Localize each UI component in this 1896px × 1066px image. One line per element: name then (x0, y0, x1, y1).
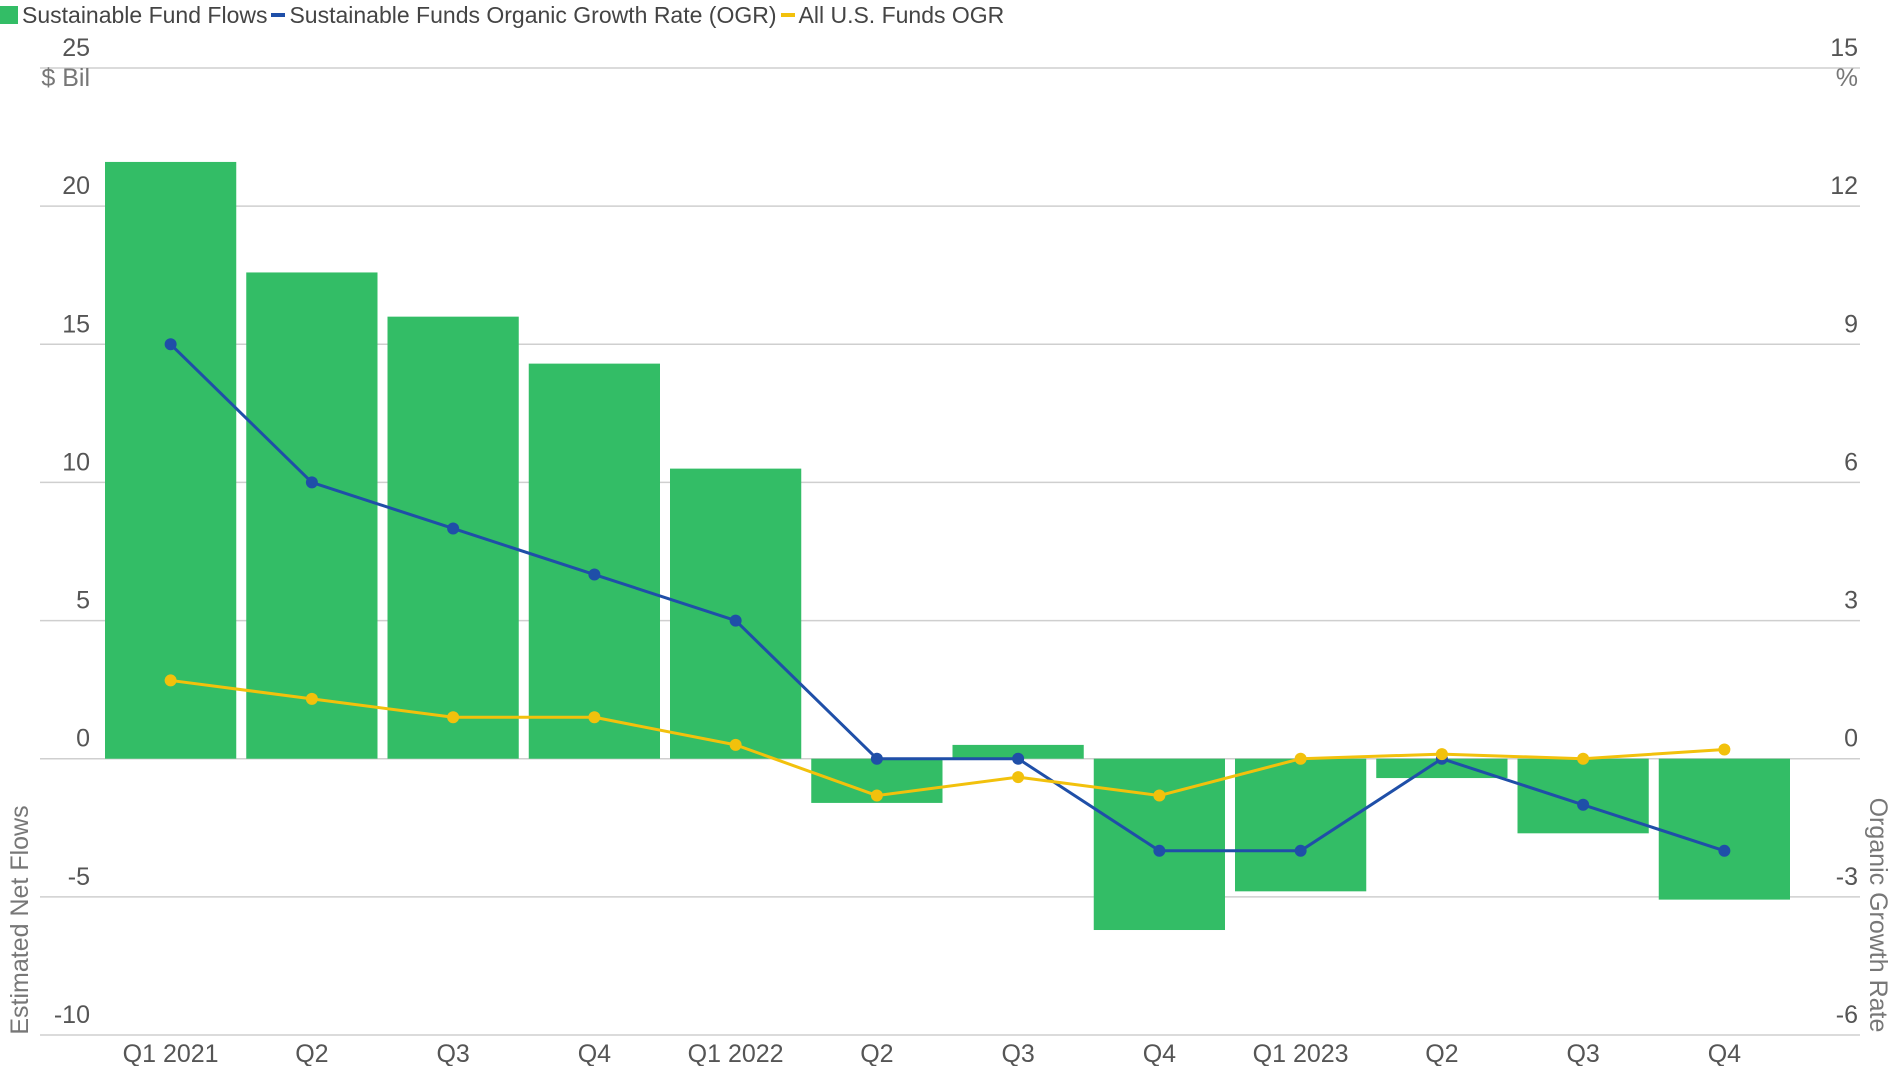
x-axis-tick-label: Q4 (1708, 1040, 1741, 1066)
right-axis-title: Organic Growth Rate (1864, 798, 1892, 1033)
right-axis-tick-label: -6 (1836, 1001, 1858, 1029)
point-sustainable-ogr[interactable] (1577, 798, 1590, 811)
point-all-funds-ogr[interactable] (588, 711, 601, 724)
bar-fund-flows[interactable] (952, 744, 1084, 759)
right-axis-tick-label: 6 (1844, 448, 1858, 476)
legend-item-fund-flows[interactable]: Sustainable Fund Flows (0, 2, 267, 29)
bar-fund-flows[interactable] (1517, 758, 1649, 834)
point-all-funds-ogr[interactable] (729, 738, 742, 751)
point-sustainable-ogr[interactable] (1718, 844, 1731, 857)
point-sustainable-ogr[interactable] (305, 476, 318, 489)
legend-swatch-fund-flows (0, 6, 18, 24)
point-sustainable-ogr[interactable] (588, 568, 601, 581)
legend: Sustainable Fund Flows Sustainable Funds… (0, 0, 1008, 30)
legend-label-fund-flows: Sustainable Fund Flows (22, 1, 268, 28)
left-axis-tick-label: 0 (76, 725, 90, 753)
left-axis-tick-label: -5 (68, 863, 90, 891)
x-axis-tick-label: Q4 (1143, 1040, 1176, 1066)
x-axis-tick-label: Q4 (578, 1040, 611, 1066)
x-axis-tick-label: Q3 (1566, 1040, 1599, 1066)
point-all-funds-ogr[interactable] (305, 692, 318, 705)
legend-label-all-funds-ogr: All U.S. Funds OGR (798, 1, 1005, 28)
bar-fund-flows[interactable] (387, 316, 519, 759)
bar-fund-flows[interactable] (1658, 758, 1790, 900)
left-axis-tick-label: -10 (54, 1001, 90, 1029)
point-all-funds-ogr[interactable] (1294, 752, 1307, 765)
x-axis-tick-label: Q1 2021 (123, 1040, 219, 1066)
legend-label-sustainable-ogr: Sustainable Funds Organic Growth Rate (O… (289, 1, 777, 28)
bar-fund-flows[interactable] (1376, 758, 1508, 779)
left-axis-title: Estimated Net Flows (6, 805, 34, 1034)
legend-item-sustainable-ogr[interactable]: Sustainable Funds Organic Growth Rate (O… (271, 1, 777, 29)
right-axis-tick-label: 15 (1830, 34, 1858, 62)
point-all-funds-ogr[interactable] (447, 711, 460, 724)
x-axis-tick-label: Q3 (436, 1040, 469, 1066)
point-sustainable-ogr[interactable] (1294, 844, 1307, 857)
left-axis-tick-label: 15 (62, 310, 90, 338)
right-axis-tick-label: -3 (1836, 863, 1858, 891)
right-axis-tick-label: 12 (1830, 172, 1858, 200)
left-axis-tick-label: 20 (62, 172, 90, 200)
left-axis-tick-label: 10 (62, 448, 90, 476)
bar-fund-flows[interactable] (1235, 758, 1367, 892)
legend-item-all-funds-ogr[interactable]: All U.S. Funds OGR (780, 1, 1005, 29)
x-axis-tick-label: Q3 (1001, 1040, 1034, 1066)
right-axis-tick-label: 9 (1844, 310, 1858, 338)
point-sustainable-ogr[interactable] (447, 522, 460, 535)
point-sustainable-ogr[interactable] (1012, 752, 1025, 765)
left-axis-unit: $ Bil (41, 64, 90, 92)
left-axis-tick-label: 5 (76, 587, 90, 615)
right-axis-tick-label: 3 (1844, 587, 1858, 615)
bar-fund-flows[interactable] (105, 161, 237, 759)
right-axis-unit: % (1836, 64, 1858, 92)
point-sustainable-ogr[interactable] (164, 338, 177, 351)
point-sustainable-ogr[interactable] (729, 614, 742, 627)
left-axis-tick-label: 25 (62, 34, 90, 62)
x-axis-tick-label: Q2 (860, 1040, 893, 1066)
legend-swatch-sustainable-ogr (271, 13, 286, 17)
point-all-funds-ogr[interactable] (1718, 743, 1731, 756)
point-all-funds-ogr[interactable] (164, 674, 177, 687)
bar-fund-flows[interactable] (528, 363, 660, 759)
bar-fund-flows[interactable] (1093, 758, 1225, 931)
line-all-funds-ogr (170, 678, 1725, 798)
point-all-funds-ogr[interactable] (870, 789, 883, 802)
bar-fund-flows[interactable] (670, 468, 802, 759)
x-axis-tick-label: Q2 (1425, 1040, 1458, 1066)
point-sustainable-ogr[interactable] (870, 752, 883, 765)
point-all-funds-ogr[interactable] (1435, 748, 1448, 761)
x-axis-tick-label: Q1 2023 (1253, 1040, 1349, 1066)
point-all-funds-ogr[interactable] (1012, 771, 1025, 784)
legend-swatch-all-funds-ogr (780, 13, 795, 17)
x-axis-tick-label: Q2 (295, 1040, 328, 1066)
bar-fund-flows[interactable] (246, 272, 378, 759)
line-sustainable-ogr (169, 343, 1725, 853)
point-sustainable-ogr[interactable] (1153, 844, 1166, 857)
right-axis-tick-label: 0 (1844, 725, 1858, 753)
point-all-funds-ogr[interactable] (1153, 789, 1166, 802)
point-all-funds-ogr[interactable] (1577, 752, 1590, 765)
x-axis-tick-label: Q1 2022 (688, 1040, 784, 1066)
